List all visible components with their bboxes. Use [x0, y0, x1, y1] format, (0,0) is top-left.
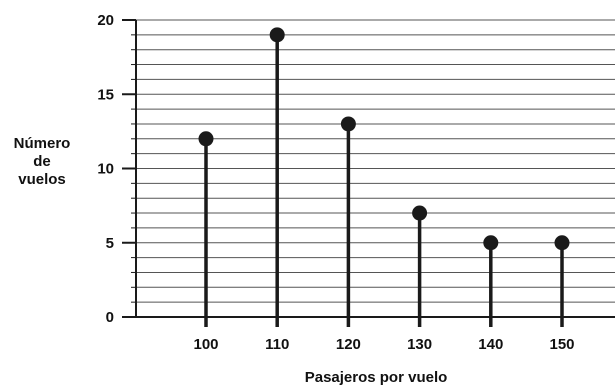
- x-tick-label: 120: [336, 336, 361, 353]
- x-tick-label: 100: [193, 336, 218, 353]
- y-tick-label: 15: [97, 86, 114, 103]
- x-tick-label: 130: [407, 336, 432, 353]
- x-tick-labels: 100 110 120 130 140 150: [193, 336, 574, 353]
- data-marks: [198, 27, 570, 327]
- y-axis-title: Número de vuelos: [14, 135, 71, 188]
- y-axis: [122, 19, 615, 318]
- data-point: [198, 131, 214, 147]
- y-tick-label: 20: [97, 12, 114, 29]
- x-tick-label: 150: [549, 336, 574, 353]
- y-tick-label: 10: [97, 161, 114, 178]
- y-tick-label: 5: [106, 235, 114, 252]
- x-axis-title: Pasajeros por vuelo: [305, 369, 448, 386]
- y-tick-label: 0: [106, 309, 114, 326]
- data-point: [412, 205, 428, 221]
- y-axis-title-line: vuelos: [18, 171, 66, 188]
- data-point: [554, 235, 570, 251]
- y-tick-labels: 0 5 10 15 20: [97, 12, 114, 326]
- y-axis-title-line: de: [33, 153, 51, 170]
- data-point: [269, 27, 285, 43]
- data-point: [483, 235, 499, 251]
- x-tick-label: 110: [265, 336, 289, 353]
- y-axis-title-line: Número: [14, 135, 71, 152]
- grid-lines: [136, 19, 615, 303]
- data-point: [340, 116, 356, 132]
- x-tick-label: 140: [478, 336, 503, 353]
